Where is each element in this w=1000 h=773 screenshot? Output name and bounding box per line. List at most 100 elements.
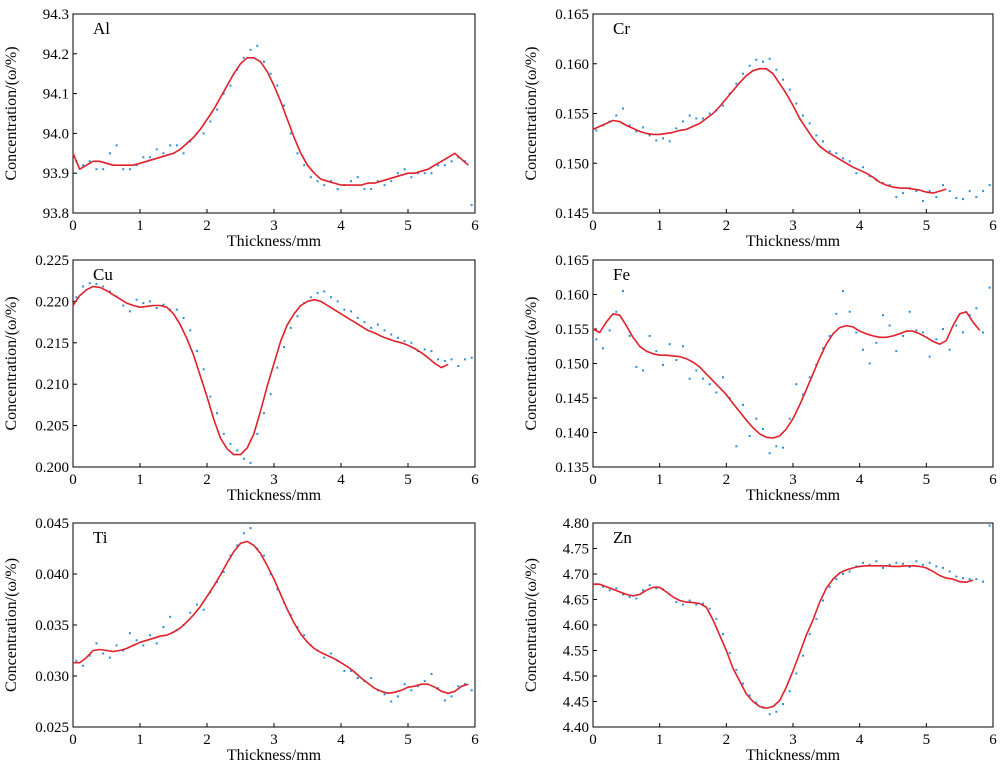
scatter-point: [236, 544, 239, 547]
scatter-point: [908, 565, 911, 568]
x-tick-label: 1: [656, 218, 664, 234]
scatter-point: [855, 172, 858, 175]
scatter-point: [848, 160, 851, 163]
scatter-point: [835, 152, 838, 155]
scatter-point: [982, 190, 984, 193]
scatter-point: [423, 172, 426, 175]
scatter-point: [988, 286, 991, 289]
y-tick-label: 0.215: [35, 336, 69, 352]
scatter-point: [169, 144, 172, 147]
scatter-point: [95, 283, 98, 286]
scatter-point: [815, 617, 818, 620]
scatter-point: [808, 633, 811, 636]
scatter-point: [842, 157, 844, 160]
scatter-point: [888, 563, 891, 566]
scatter-point: [142, 644, 145, 647]
scatter-point: [410, 176, 413, 179]
scatter-point: [283, 345, 286, 348]
element-label: Fe: [613, 265, 630, 284]
scatter-point: [635, 130, 638, 133]
scatter-point: [202, 132, 205, 135]
y-tick-label: 4.75: [563, 542, 589, 558]
x-tick-label: 2: [203, 218, 211, 234]
y-tick-label: 0.165: [555, 7, 589, 23]
x-tick-label: 3: [270, 218, 278, 234]
scatter-point: [742, 72, 744, 75]
scatter-point: [155, 642, 158, 645]
scatter-point: [748, 434, 751, 437]
scatter-point: [788, 690, 791, 693]
y-tick-label: 0.150: [555, 156, 589, 172]
scatter-point: [735, 82, 738, 85]
scatter-point: [423, 348, 426, 351]
scatter-point: [437, 164, 440, 167]
scatter-point: [742, 682, 744, 685]
scatter-point: [695, 369, 698, 372]
scatter-point: [323, 656, 326, 659]
x-axis-label: Thickness/mm: [227, 747, 322, 764]
y-tick-label: 0.200: [35, 460, 69, 476]
scatter-point: [795, 102, 798, 105]
scatter-point: [356, 316, 359, 319]
scatter-point: [222, 92, 225, 95]
scatter-point: [922, 331, 924, 334]
y-tick-label: 4.40: [563, 720, 589, 736]
plot-frame: [592, 522, 994, 728]
y-tick-label: 0.205: [35, 419, 69, 435]
scatter-point: [822, 140, 824, 143]
scatter-point: [648, 134, 651, 137]
scatter-point: [350, 180, 353, 183]
scatter-point: [868, 362, 871, 365]
scatter-point: [309, 176, 312, 179]
scatter-point: [895, 196, 898, 199]
scatter-point: [642, 126, 644, 129]
x-tick-label: 4: [856, 472, 864, 488]
x-tick-label: 0: [589, 218, 597, 234]
fit-curve: [593, 564, 974, 709]
scatter-point: [968, 314, 971, 317]
x-tick-label: 1: [656, 472, 664, 488]
scatter-point: [802, 114, 804, 117]
scatter-point: [882, 566, 884, 569]
scatter-point: [668, 343, 671, 346]
scatter-point: [262, 60, 265, 63]
scatter-point: [975, 196, 978, 199]
scatter-point: [822, 347, 824, 350]
scatter-point: [336, 300, 339, 303]
scatter-point: [209, 120, 212, 123]
scatter-point: [122, 304, 125, 307]
scatter-point: [782, 446, 784, 449]
scatter-point: [363, 321, 366, 324]
scatter-point: [229, 442, 232, 445]
scatter-point: [962, 331, 964, 334]
scatter-point: [383, 329, 386, 332]
scatter-point: [75, 659, 78, 662]
scatter-point: [655, 350, 658, 353]
y-tick-label: 4.55: [563, 644, 589, 660]
scatter-point: [622, 107, 624, 110]
scatter-point: [742, 403, 744, 406]
scatter-point: [370, 326, 373, 329]
scatter-point: [962, 198, 964, 201]
scatter-point: [795, 383, 798, 386]
y-tick-label: 4.65: [563, 593, 589, 609]
x-axis-label: Thickness/mm: [746, 747, 841, 764]
scatter-point: [702, 377, 704, 380]
scatter-point: [815, 134, 818, 137]
scatter-point: [189, 611, 192, 614]
y-tick-label: 0.225: [35, 253, 69, 269]
x-tick-label: 1: [136, 732, 144, 748]
scatter-point: [935, 565, 938, 568]
y-tick-label: 0.030: [35, 669, 69, 685]
scatter-point: [788, 88, 791, 91]
scatter-point: [962, 577, 964, 580]
scatter-point: [336, 188, 339, 191]
y-tick-label: 0.160: [555, 288, 589, 304]
scatter-point: [88, 654, 91, 657]
scatter-point: [343, 308, 346, 311]
scatter-point: [189, 329, 192, 332]
y-tick-label: 0.025: [35, 720, 69, 736]
scatter-point: [289, 132, 292, 135]
scatter-point: [75, 296, 78, 299]
scatter-point: [788, 417, 791, 420]
